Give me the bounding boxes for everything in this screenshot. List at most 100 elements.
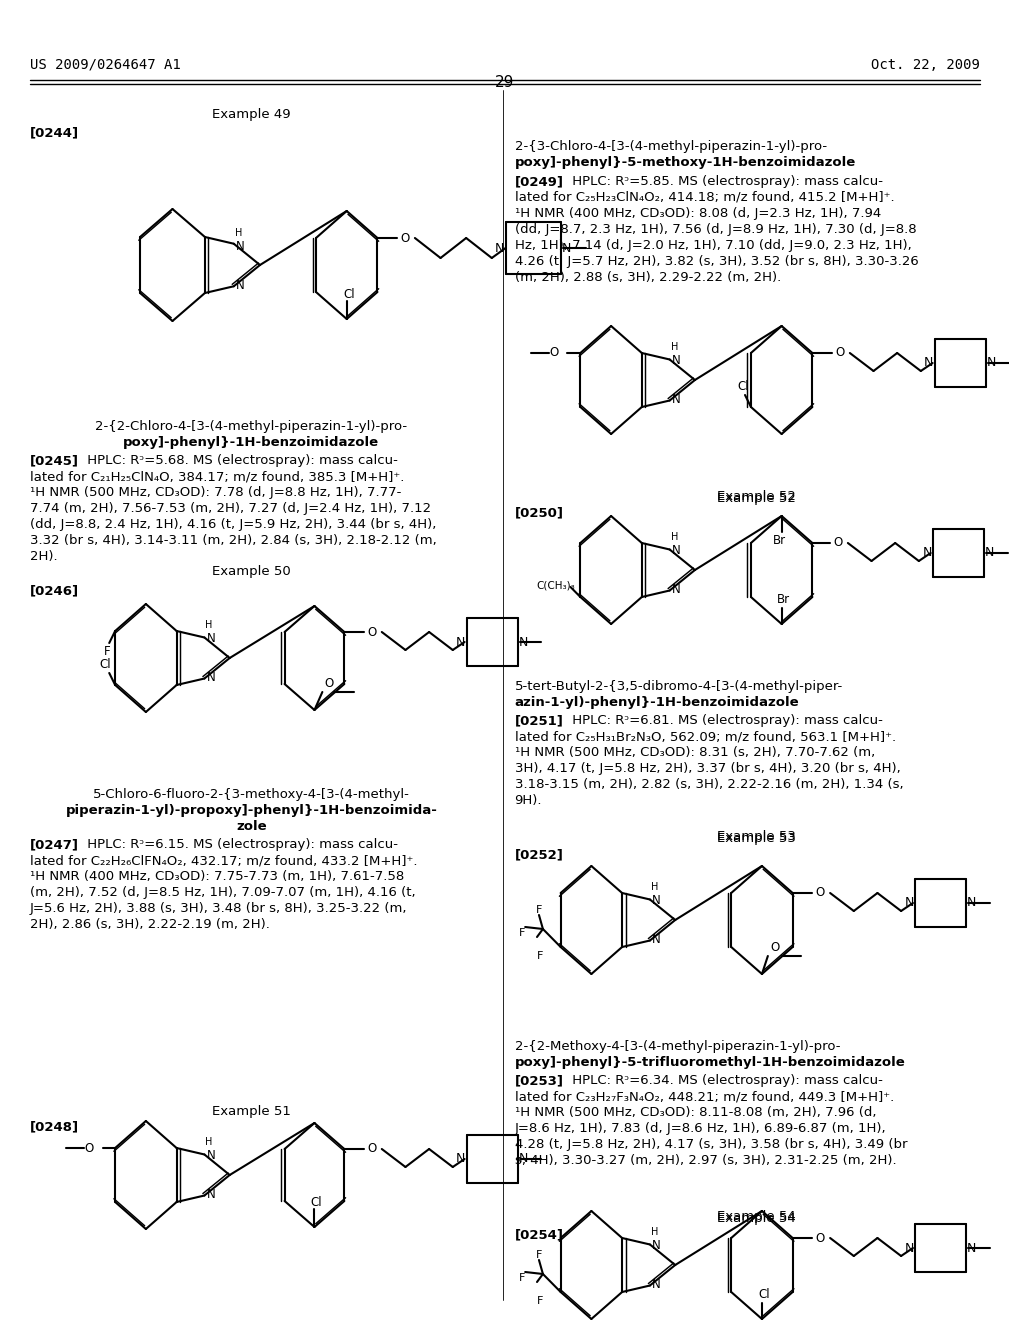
Text: N: N [457,635,466,648]
Text: N: N [519,635,528,648]
Text: N: N [967,896,977,909]
Text: O: O [325,677,334,690]
Text: Br: Br [777,593,791,606]
Text: Hz, 1H), 7.14 (d, J=2.0 Hz, 1H), 7.10 (dd, J=9.0, 2.3 Hz, 1H),: Hz, 1H), 7.14 (d, J=2.0 Hz, 1H), 7.10 (d… [514,239,911,252]
Text: Example 50: Example 50 [212,565,291,578]
Text: N: N [496,242,505,255]
Text: HPLC: Rᵓ=6.81. MS (electrospray): mass calcu-: HPLC: Rᵓ=6.81. MS (electrospray): mass c… [567,714,883,727]
Text: J=5.6 Hz, 2H), 3.88 (s, 3H), 3.48 (br s, 8H), 3.25-3.22 (m,: J=5.6 Hz, 2H), 3.88 (s, 3H), 3.48 (br s,… [30,902,408,915]
Text: Example 49: Example 49 [212,108,291,121]
Text: F: F [537,1296,543,1305]
Text: Oct. 22, 2009: Oct. 22, 2009 [870,58,980,73]
Text: 2-{3-Chloro-4-[3-(4-methyl-piperazin-1-yl)-pro-: 2-{3-Chloro-4-[3-(4-methyl-piperazin-1-y… [514,140,826,153]
Text: zole: zole [236,820,266,833]
Text: N: N [236,240,245,252]
Text: H: H [206,1138,213,1147]
Text: N: N [925,356,934,370]
Text: N: N [652,1278,660,1291]
Text: N: N [652,932,660,945]
Text: lated for C₂₅H₃₁Br₂N₃O, 562.09; m/z found, 563.1 [M+H]⁺.: lated for C₂₅H₃₁Br₂N₃O, 562.09; m/z foun… [514,730,896,743]
Text: lated for C₂₂H₂₆ClFN₄O₂, 432.17; m/z found, 433.2 [M+H]⁺.: lated for C₂₂H₂₆ClFN₄O₂, 432.17; m/z fou… [30,854,417,867]
Text: H: H [206,620,213,631]
Text: N: N [457,1152,466,1166]
Text: [0248]: [0248] [30,1119,79,1133]
Text: [0247]: [0247] [30,838,79,851]
Text: Example 51: Example 51 [212,1105,291,1118]
Text: N: N [652,1239,660,1253]
Text: N: N [672,355,680,367]
Text: ¹H NMR (500 MHz, CD₃OD): 8.11-8.08 (m, 2H), 7.96 (d,: ¹H NMR (500 MHz, CD₃OD): 8.11-8.08 (m, 2… [514,1106,876,1119]
Text: [0244]: [0244] [30,125,79,139]
Text: 4.28 (t, J=5.8 Hz, 2H), 4.17 (s, 3H), 3.58 (br s, 4H), 3.49 (br: 4.28 (t, J=5.8 Hz, 2H), 4.17 (s, 3H), 3.… [514,1138,907,1151]
Text: O: O [771,941,780,954]
Text: [0254]: [0254] [514,1228,563,1241]
Text: (dd, J=8.8, 2.4 Hz, 1H), 4.16 (t, J=5.9 Hz, 2H), 3.44 (br s, 4H),: (dd, J=8.8, 2.4 Hz, 1H), 4.16 (t, J=5.9 … [30,517,436,531]
Text: H: H [234,228,242,238]
Text: [0245]: [0245] [30,454,79,467]
Text: [0251]: [0251] [514,714,563,727]
Text: Cl: Cl [737,380,749,393]
Text: [0249]: [0249] [514,176,563,187]
Text: O: O [367,626,376,639]
Text: Br: Br [773,535,786,546]
Text: N: N [519,1152,528,1166]
Text: piperazin-1-yl)-propoxy]-phenyl}-1H-benzoimida-: piperazin-1-yl)-propoxy]-phenyl}-1H-benz… [66,804,437,817]
Text: N: N [207,1150,215,1163]
Text: O: O [400,231,410,244]
Text: O: O [835,346,845,359]
Text: HPLC: Rᵓ=6.34. MS (electrospray): mass calcu-: HPLC: Rᵓ=6.34. MS (electrospray): mass c… [567,1074,883,1086]
Text: 3H), 4.17 (t, J=5.8 Hz, 2H), 3.37 (br s, 4H), 3.20 (br s, 4H),: 3H), 4.17 (t, J=5.8 Hz, 2H), 3.37 (br s,… [514,762,900,775]
Text: HPLC: Rᵓ=6.15. MS (electrospray): mass calcu-: HPLC: Rᵓ=6.15. MS (electrospray): mass c… [83,838,397,851]
Text: Example 53: Example 53 [717,830,796,843]
Text: N: N [207,671,215,684]
Text: 4.26 (t, J=5.7 Hz, 2H), 3.82 (s, 3H), 3.52 (br s, 8H), 3.30-3.26: 4.26 (t, J=5.7 Hz, 2H), 3.82 (s, 3H), 3.… [514,255,919,268]
Text: Cl: Cl [99,657,112,671]
Text: Example 53: Example 53 [717,832,796,845]
Text: 2H), 2.86 (s, 3H), 2.22-2.19 (m, 2H).: 2H), 2.86 (s, 3H), 2.22-2.19 (m, 2H). [30,917,269,931]
Text: [0250]: [0250] [514,506,563,519]
Text: Example 54: Example 54 [717,1212,796,1225]
Text: [0246]: [0246] [30,583,79,597]
Text: O: O [367,1143,376,1155]
Text: s, 4H), 3.30-3.27 (m, 2H), 2.97 (s, 3H), 2.31-2.25 (m, 2H).: s, 4H), 3.30-3.27 (m, 2H), 2.97 (s, 3H),… [514,1154,896,1167]
Text: azin-1-yl)-phenyl}-1H-benzoimidazole: azin-1-yl)-phenyl}-1H-benzoimidazole [514,696,799,709]
Text: F: F [536,1250,542,1261]
Text: N: N [672,582,680,595]
Text: (m, 2H), 7.52 (d, J=8.5 Hz, 1H), 7.09-7.07 (m, 1H), 4.16 (t,: (m, 2H), 7.52 (d, J=8.5 Hz, 1H), 7.09-7.… [30,886,415,899]
Text: ¹H NMR (500 MHz, CD₃OD): 8.31 (s, 2H), 7.70-7.62 (m,: ¹H NMR (500 MHz, CD₃OD): 8.31 (s, 2H), 7… [514,746,874,759]
Text: lated for C₂₃H₂₇F₃N₄O₂, 448.21; m/z found, 449.3 [M+H]⁺.: lated for C₂₃H₂₇F₃N₄O₂, 448.21; m/z foun… [514,1090,894,1104]
Text: O: O [550,346,559,359]
Text: N: N [985,546,994,560]
Text: 7.74 (m, 2H), 7.56-7.53 (m, 2H), 7.27 (d, J=2.4 Hz, 1H), 7.12: 7.74 (m, 2H), 7.56-7.53 (m, 2H), 7.27 (d… [30,502,431,515]
Text: Example 54: Example 54 [717,1210,796,1224]
Text: N: N [923,546,932,560]
Text: HPLC: Rᵓ=5.85. MS (electrospray): mass calcu-: HPLC: Rᵓ=5.85. MS (electrospray): mass c… [567,176,883,187]
Text: Example 52: Example 52 [717,490,796,503]
Text: N: N [207,632,215,645]
Text: (dd, J=8.7, 2.3 Hz, 1H), 7.56 (d, J=8.9 Hz, 1H), 7.30 (d, J=8.8: (dd, J=8.7, 2.3 Hz, 1H), 7.56 (d, J=8.9 … [514,223,916,236]
Text: O: O [815,887,824,899]
Text: (m, 2H), 2.88 (s, 3H), 2.29-2.22 (m, 2H).: (m, 2H), 2.88 (s, 3H), 2.29-2.22 (m, 2H)… [514,271,780,284]
Text: lated for C₂₁H₂₅ClN₄O, 384.17; m/z found, 385.3 [M+H]⁺.: lated for C₂₁H₂₅ClN₄O, 384.17; m/z found… [30,470,403,483]
Text: H: H [671,532,678,543]
Text: N: N [987,356,996,370]
Text: Cl: Cl [310,1196,323,1209]
Text: [0252]: [0252] [514,847,563,861]
Text: H: H [671,342,678,352]
Text: F: F [519,1272,525,1283]
Text: N: N [672,544,680,557]
Text: O: O [834,536,843,549]
Text: 2H).: 2H). [30,550,57,564]
Text: US 2009/0264647 A1: US 2009/0264647 A1 [30,58,180,73]
Text: 5-tert-Butyl-2-{3,5-dibromo-4-[3-(4-methyl-piper-: 5-tert-Butyl-2-{3,5-dibromo-4-[3-(4-meth… [514,680,843,693]
Text: 2-{2-Methoxy-4-[3-(4-methyl-piperazin-1-yl)-pro-: 2-{2-Methoxy-4-[3-(4-methyl-piperazin-1-… [514,1040,840,1053]
Text: [0253]: [0253] [514,1074,563,1086]
Text: F: F [103,645,111,657]
Text: N: N [207,1188,215,1200]
Text: ¹H NMR (500 MHz, CD₃OD): 7.78 (d, J=8.8 Hz, 1H), 7.77-: ¹H NMR (500 MHz, CD₃OD): 7.78 (d, J=8.8 … [30,486,401,499]
Text: N: N [904,1242,913,1254]
Text: F: F [536,906,542,915]
Text: O: O [84,1142,93,1155]
Text: F: F [537,950,543,961]
Text: poxy]-phenyl}-5-trifluoromethyl-1H-benzoimidazole: poxy]-phenyl}-5-trifluoromethyl-1H-benzo… [514,1056,905,1069]
